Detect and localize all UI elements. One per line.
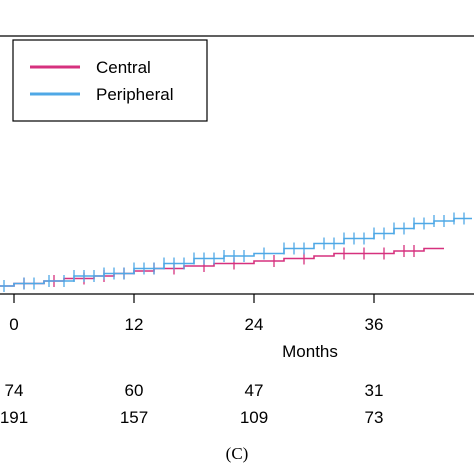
x-axis-title: Months [282,342,338,361]
x-axis-ticks: 0 12 24 36 [9,294,383,334]
risk-value-central: 60 [125,381,144,400]
risk-value-peripheral: 157 [120,408,148,427]
risk-value-peripheral: 73 [365,408,384,427]
risk-value-peripheral: 191 [0,408,28,427]
legend-central-label: Central [96,58,151,77]
risk-value-central: 47 [245,381,264,400]
x-tick-label: 36 [365,315,384,334]
legend-peripheral-label: Peripheral [96,85,174,104]
legend: Central Peripheral [12,39,208,122]
risk-value-central: 74 [5,381,24,400]
x-tick-label: 24 [245,315,264,334]
x-tick-label: 0 [9,315,18,334]
risk-table: 74 60 47 31 191 157 109 73 [0,381,383,427]
figure-caption: (C) [226,444,249,463]
risk-value-peripheral: 109 [240,408,268,427]
risk-value-central: 31 [365,381,384,400]
survival-curves [0,212,472,292]
legend-box [12,39,208,122]
x-tick-label: 12 [125,315,144,334]
curve-peripheral [0,217,472,287]
